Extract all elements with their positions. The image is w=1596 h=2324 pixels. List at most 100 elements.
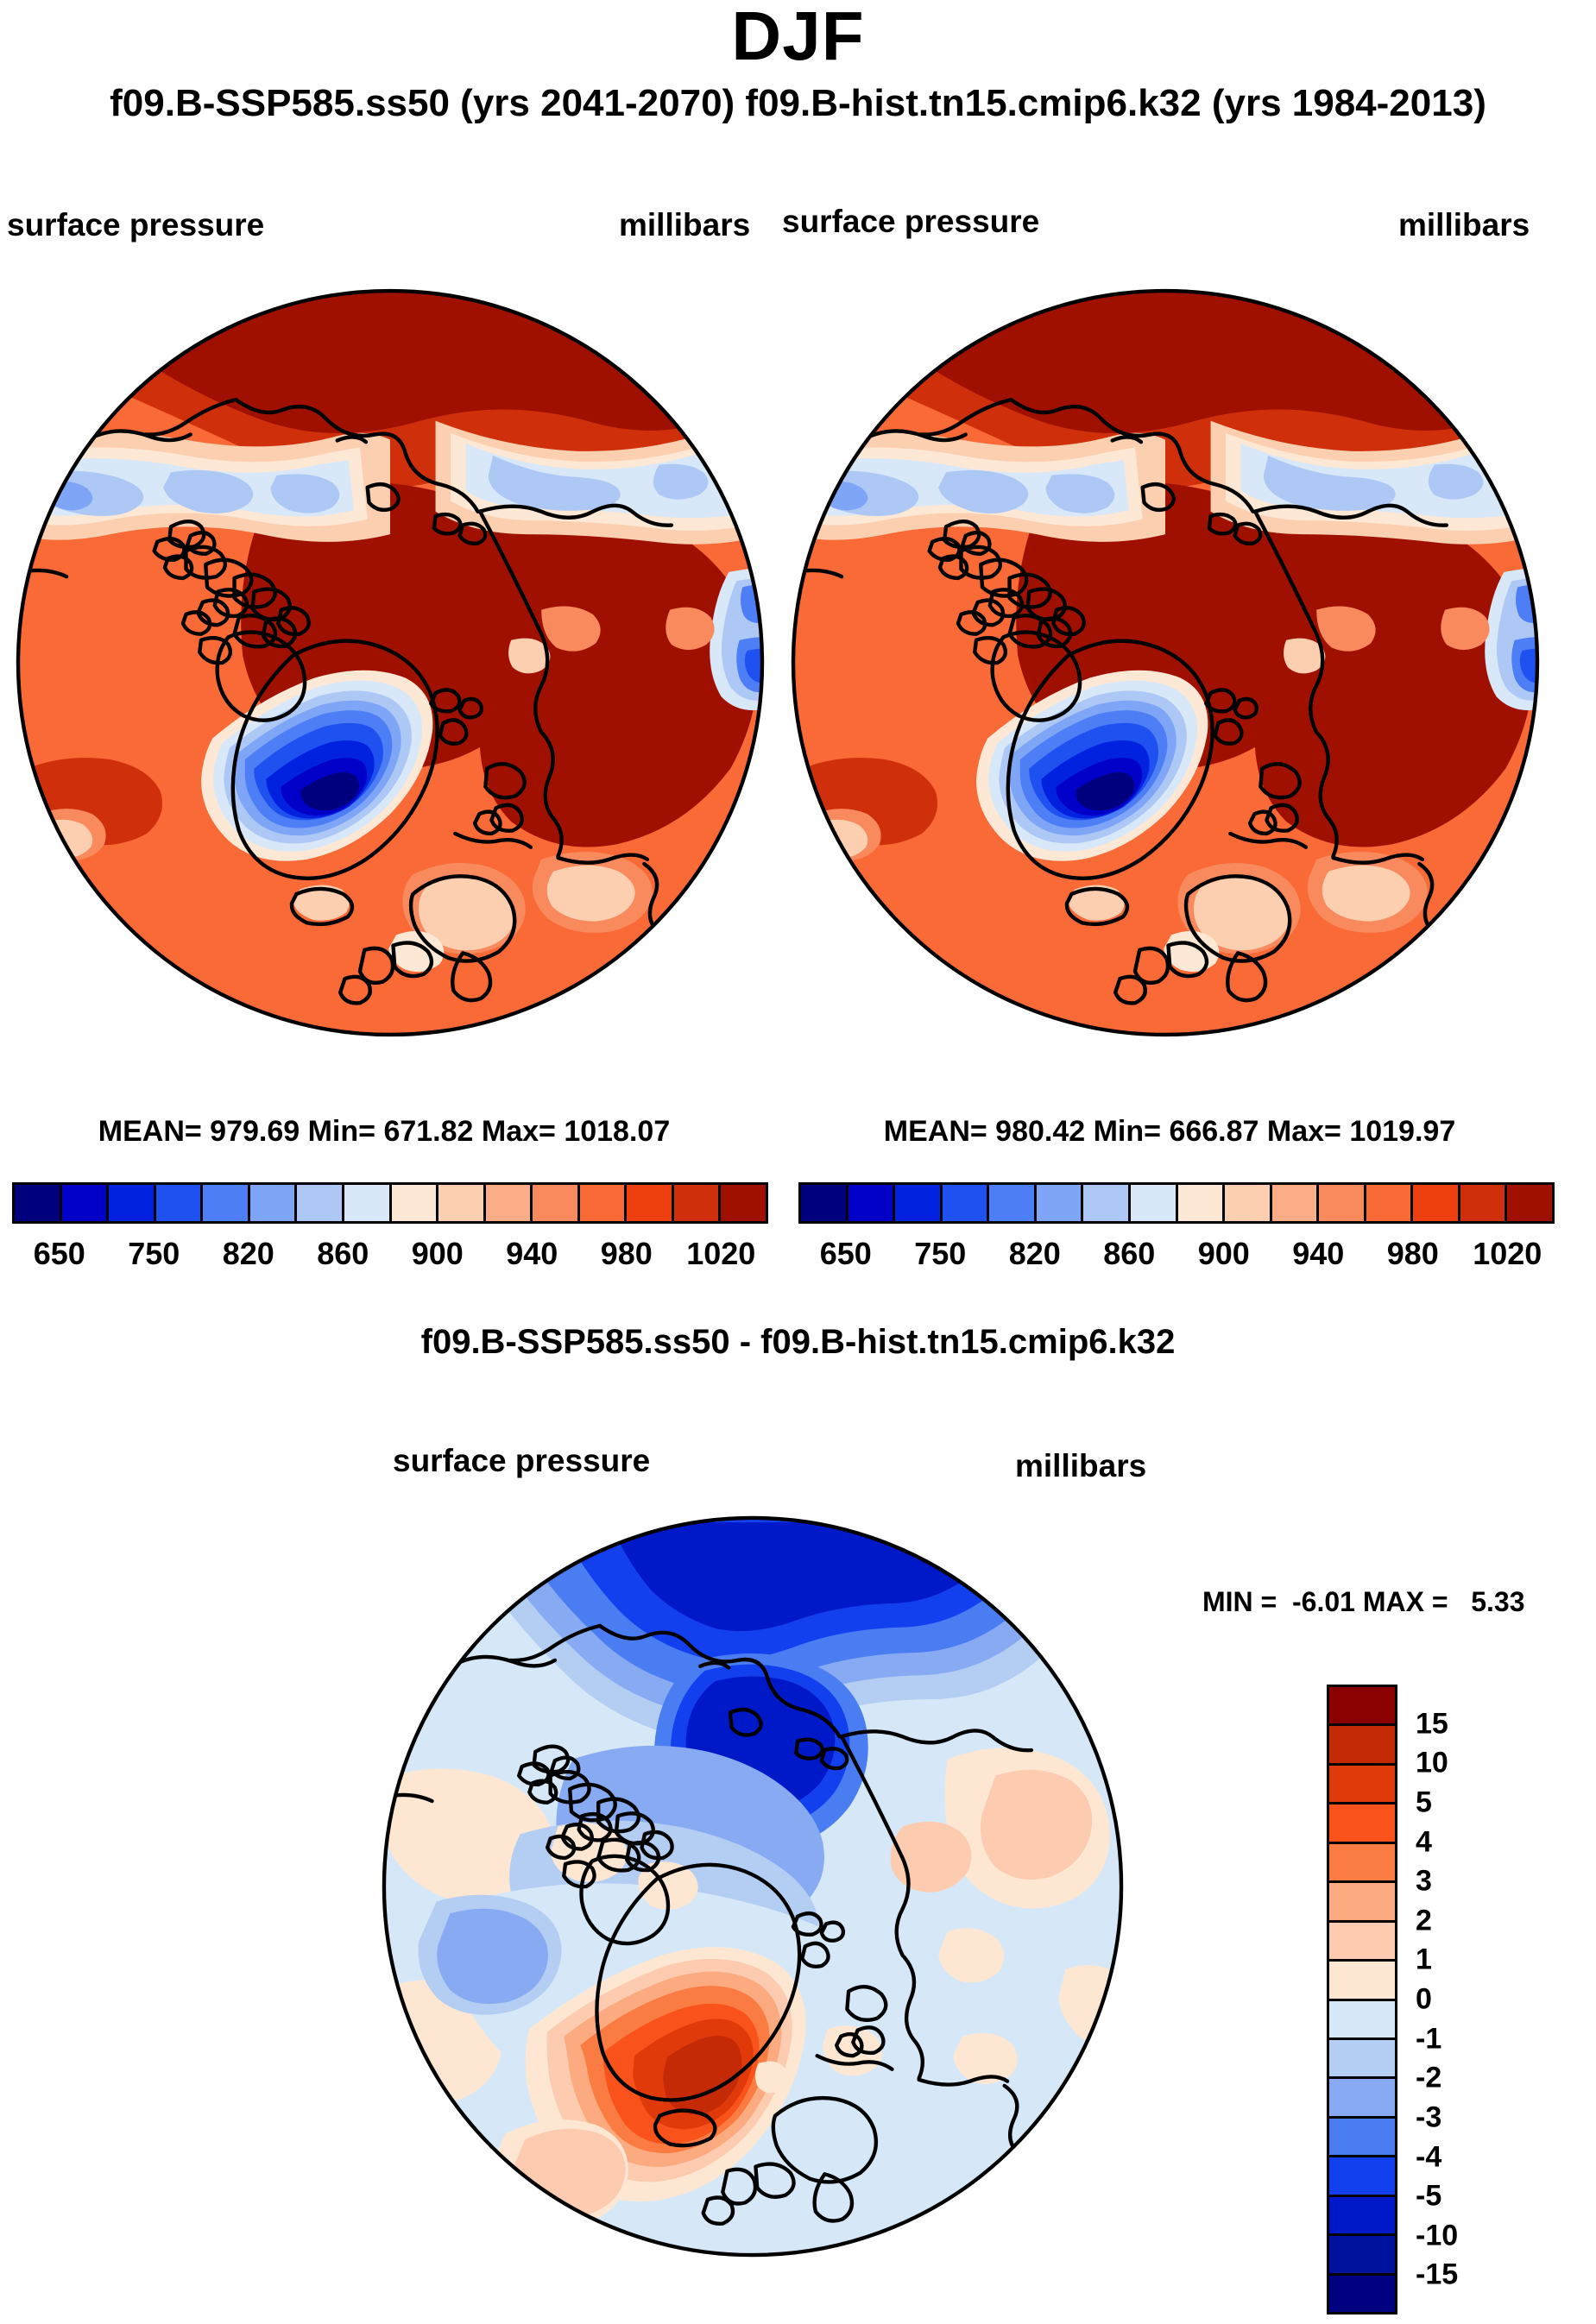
colorbar-difference-tick-neg5: -5 [1416, 2179, 1442, 2213]
colorbar-left-tick-650: 650 [33, 1236, 85, 1271]
colorbar-left-cell-0 [15, 1185, 62, 1221]
difference-units-label: millibars [1015, 1448, 1147, 1483]
right-panel-stats: MEAN= 980.42 Min= 666.87 Max= 1019.97 [883, 1115, 1456, 1148]
map-hist-polar[interactable] [787, 285, 1543, 1041]
colorbar-left-cell-9 [438, 1185, 486, 1221]
colorbar-right-cell-3 [942, 1185, 990, 1221]
colorbar-difference-cell-14 [1329, 2236, 1395, 2276]
colorbar-difference-tick-neg1: -1 [1416, 2022, 1442, 2056]
colorbar-left-cell-1 [61, 1185, 110, 1221]
colorbar-difference-cell-8 [1329, 2000, 1395, 2040]
difference-title: f09.B-SSP585.ss50 - f09.B-hist.tn15.cmip… [420, 1323, 1176, 1361]
colorbar-right-cell-12 [1366, 1185, 1414, 1221]
colorbar-difference-tick-1: 1 [1416, 1943, 1432, 1976]
colorbar-difference-labels: 15 10 5 4 3 2 1 0 -1 -2 -3 -4 -5 -10 -15 [1416, 1685, 1528, 2315]
colorbar-difference-cell-11 [1329, 2118, 1395, 2158]
colorbar-right-cell-8 [1177, 1185, 1226, 1221]
colorbar-left-tick-860: 860 [317, 1236, 369, 1271]
colorbar-difference-cell-3 [1329, 1804, 1395, 1844]
colorbar-difference-cell-1 [1329, 1726, 1395, 1766]
map-difference-polar[interactable] [378, 1512, 1127, 2261]
colorbar-right-cell-11 [1319, 1185, 1366, 1221]
colorbar-left-tick-900: 900 [411, 1236, 464, 1271]
colorbar-right-tick-900: 900 [1197, 1236, 1250, 1271]
colorbar-left-labels: 650 750 820 860 900 940 980 1020 [12, 1236, 768, 1275]
colorbar-difference-tick-neg3: -3 [1416, 2100, 1442, 2134]
colorbar-difference-tick-10: 10 [1416, 1746, 1448, 1779]
colorbar-left-cell-2 [109, 1185, 156, 1221]
right-panel-units-label: millibars [1398, 207, 1530, 242]
colorbar-left-cell-14 [673, 1185, 722, 1221]
map-left-svg [16, 288, 765, 1037]
colorbar-right-cell-14 [1460, 1185, 1508, 1221]
colorbar-difference[interactable] [1327, 1685, 1397, 2315]
page-title: DJF [731, 0, 865, 74]
colorbar-difference-cell-4 [1329, 1843, 1395, 1884]
right-panel-variable-label: surface pressure [782, 204, 1040, 239]
colorbar-right[interactable] [798, 1182, 1555, 1224]
colorbar-right-cell-6 [1083, 1185, 1131, 1221]
colorbar-right-tick-980: 980 [1386, 1236, 1439, 1271]
left-panel-stats: MEAN= 979.69 Min= 671.82 Max= 1018.07 [98, 1115, 671, 1148]
colorbar-right-tick-750: 750 [914, 1236, 967, 1271]
left-panel-units-label: millibars [619, 207, 751, 242]
colorbar-right-tick-820: 820 [1008, 1236, 1061, 1271]
colorbar-right-tick-940: 940 [1292, 1236, 1345, 1271]
colorbar-left-cell-15 [721, 1185, 766, 1221]
colorbar-left-cell-11 [533, 1185, 580, 1221]
colorbar-right-cell-2 [895, 1185, 943, 1221]
colorbar-difference-cell-2 [1329, 1765, 1395, 1805]
colorbar-right-tick-860: 860 [1103, 1236, 1156, 1271]
colorbar-difference-tick-0: 0 [1416, 1982, 1432, 2016]
colorbar-left-cell-7 [344, 1185, 392, 1221]
colorbar-left-tick-750: 750 [128, 1236, 180, 1271]
colorbar-right-cell-4 [989, 1185, 1037, 1221]
colorbar-right-cell-1 [848, 1185, 896, 1221]
colorbar-difference-tick-neg10: -10 [1416, 2219, 1459, 2252]
difference-minmax-label: MIN = -6.01 MAX = 5.33 [1202, 1586, 1525, 1617]
map-diff-svg [382, 1515, 1124, 2258]
colorbar-difference-tick-neg2: -2 [1416, 2061, 1442, 2094]
colorbar-right-cell-9 [1225, 1185, 1272, 1221]
colorbar-difference-tick-5: 5 [1416, 1786, 1432, 1819]
colorbar-left-tick-820: 820 [222, 1236, 274, 1271]
colorbar-difference-tick-3: 3 [1416, 1864, 1432, 1898]
colorbar-difference-cell-0 [1329, 1687, 1395, 1727]
colorbar-right-cell-10 [1271, 1185, 1320, 1221]
colorbar-left-cell-8 [391, 1185, 439, 1221]
colorbar-right-cell-15 [1507, 1185, 1552, 1221]
colorbar-right-cell-7 [1130, 1185, 1178, 1221]
colorbar-left-cell-6 [297, 1185, 344, 1221]
runs-subtitle: f09.B-SSP585.ss50 (yrs 2041-2070) f09.B-… [110, 82, 1486, 124]
colorbar-left-cell-10 [485, 1185, 533, 1221]
difference-variable-label: surface pressure [393, 1443, 651, 1478]
colorbar-difference-tick-4: 4 [1416, 1825, 1432, 1858]
colorbar-right-cell-5 [1036, 1185, 1084, 1221]
colorbar-difference-cell-6 [1329, 1922, 1395, 1962]
colorbar-left-tick-980: 980 [600, 1236, 653, 1271]
left-panel-variable-label: surface pressure [7, 207, 265, 242]
colorbar-difference-tick-neg4: -4 [1416, 2140, 1442, 2173]
colorbar-difference-cell-12 [1329, 2157, 1395, 2197]
colorbar-left-cell-13 [627, 1185, 674, 1221]
map-right-svg [791, 288, 1540, 1037]
colorbar-left-cell-4 [203, 1185, 250, 1221]
colorbar-right-labels: 650 750 820 860 900 940 980 1020 [798, 1236, 1555, 1275]
map-ssp585-polar[interactable] [12, 285, 768, 1041]
colorbar-difference-cell-15 [1329, 2275, 1395, 2312]
colorbar-left-tick-1020: 1020 [686, 1236, 756, 1271]
colorbar-difference-tick-neg15: -15 [1416, 2258, 1459, 2291]
colorbar-difference-tick-2: 2 [1416, 1904, 1432, 1937]
colorbar-left-cell-12 [579, 1185, 628, 1221]
colorbar-right-cell-0 [801, 1185, 848, 1221]
colorbar-right-tick-650: 650 [819, 1236, 872, 1271]
colorbar-left-cell-3 [155, 1185, 204, 1221]
colorbar-difference-cell-5 [1329, 1883, 1395, 1923]
colorbar-difference-tick-15: 15 [1416, 1707, 1448, 1741]
colorbar-left[interactable] [12, 1182, 768, 1224]
colorbar-difference-cell-10 [1329, 2079, 1395, 2119]
colorbar-left-cell-5 [249, 1185, 298, 1221]
colorbar-right-tick-1020: 1020 [1473, 1236, 1542, 1271]
colorbar-difference-cell-13 [1329, 2196, 1395, 2237]
colorbar-difference-cell-9 [1329, 2039, 1395, 2080]
